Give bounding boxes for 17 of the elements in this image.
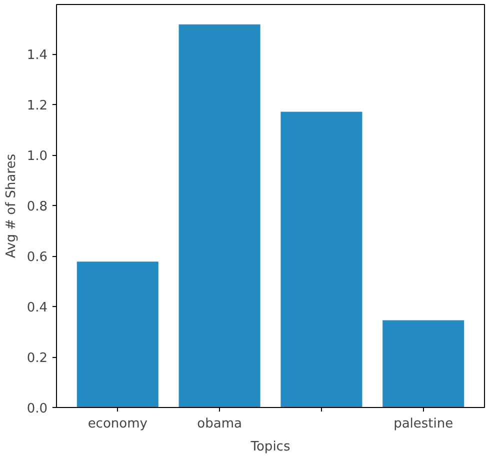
bar [178,24,260,408]
y-tick-label: 0.0 [26,402,48,416]
bar [382,320,464,408]
y-tick-label: 1.0 [26,149,48,164]
y-tick-label: 0.8 [26,200,48,215]
y-tick-label: 1.2 [26,98,48,114]
y-tick-label: 0.6 [26,250,48,266]
bar [280,112,362,408]
x-tick-label: obama [197,416,242,432]
y-axis-title: Avg # of Shares [4,154,19,258]
bar [76,262,158,408]
y-tick-label: 1.4 [26,48,48,64]
y-tick-label: 0.4 [26,300,48,316]
x-axis-title: Topics [250,440,290,454]
y-tick-label: 0.2 [26,351,48,366]
x-tick-label: economy [88,416,148,432]
x-tick-label: palestine [394,416,454,432]
